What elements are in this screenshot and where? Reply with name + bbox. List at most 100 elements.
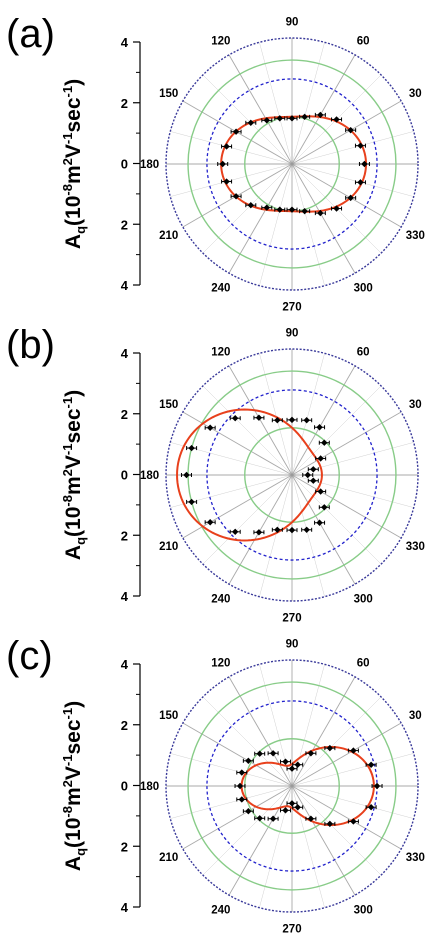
angle-tick-label: 120 [211,347,230,359]
spoke-line [228,163,293,274]
spoke-line [259,353,293,476]
spoke-line [202,474,293,565]
data-point [282,758,289,765]
angle-tick-label: 30 [409,88,422,100]
data-point [219,160,226,168]
spoke-line [291,385,382,476]
spoke-line [291,100,402,165]
spoke-line [259,42,293,165]
spoke-line [182,722,293,787]
spoke-line [291,722,402,787]
angle-tick-label: 150 [159,399,178,411]
angle-tick-label: 30 [409,710,422,722]
data-point [373,782,381,790]
spoke-line [291,411,402,476]
data-point [223,143,230,150]
data-point [288,115,296,122]
panel-label: (b) [6,323,55,367]
spoke-line [291,696,382,787]
spoke-line [228,54,293,165]
data-point [303,417,310,424]
data-point [188,444,195,452]
angle-tick-label: 210 [159,541,178,553]
spoke-line [291,54,356,165]
data-point [317,111,324,119]
angle-tick-label: 30 [409,399,422,411]
radial-tick-label: 2 [121,217,128,232]
data-point [188,498,195,506]
radial-tick-label: 4 [121,589,129,604]
angle-tick-label: 90 [286,328,299,340]
angle-tick-label: 180 [140,781,159,793]
radial-tick-label: 2 [121,407,128,422]
data-point [321,504,328,511]
spoke-line [202,74,293,165]
data-point [183,471,190,479]
panel-c: (c) Aq(10-8m2V-1sec-1) 90603003303002702… [0,622,426,933]
polar-plot-b: 906030033030027024021018015012042024 [121,328,425,625]
reference-circle-dashed [206,78,378,250]
data-point [288,526,296,534]
spoke-line [291,163,402,228]
data-point [232,128,240,135]
data-point [247,119,254,126]
data-point [357,179,364,186]
spoke-line [291,785,356,896]
angle-tick-label: 300 [354,282,373,294]
reference-circle [187,59,397,269]
angle-tick-label: 180 [140,159,159,171]
data-point [282,807,289,814]
angle-tick-label: 270 [282,301,301,313]
panel-label: (a) [6,12,55,56]
data-point [347,126,354,134]
radial-tick-label: 0 [121,157,128,172]
spoke-line [291,163,414,197]
data-point [238,769,245,776]
data-point [310,466,317,473]
spoke-line [228,676,293,787]
panel-a: (a) Aq(10-8m2V-1sec-1) 90603003303002702… [0,0,426,313]
spoke-line [228,365,293,476]
angle-tick-label: 240 [211,282,230,294]
data-point [288,765,296,772]
radial-tick-label: 0 [121,468,128,483]
radial-tick-label: 4 [121,278,129,293]
angle-tick-label: 240 [211,593,230,605]
angle-tick-label: 120 [211,658,230,670]
data-point [223,178,230,185]
spoke-line [291,474,382,565]
spoke-line [291,353,325,476]
angle-tick-label: 330 [406,230,425,242]
data-point [333,116,340,123]
angle-tick-label: 150 [159,710,178,722]
data-point [274,417,281,424]
spoke-line [259,163,293,286]
data-point [288,800,296,807]
spoke-line [202,163,293,254]
spoke-line [291,785,402,850]
angle-tick-label: 300 [354,593,373,605]
panel-label: (c) [6,634,53,678]
data-point [269,750,277,757]
outer-circle [165,659,419,913]
data-point [269,815,277,822]
spoke-line [291,676,356,787]
angle-tick-label: 210 [159,852,178,864]
data-point [301,207,308,215]
radial-tick-label: 2 [121,528,128,543]
spoke-line [291,474,356,585]
spoke-line [291,131,414,165]
data-point [304,471,311,479]
data-point [361,160,368,168]
spoke-line [291,785,414,819]
radial-tick-label: 2 [121,718,128,733]
data-point [238,796,245,803]
reference-circle [187,681,397,891]
angle-tick-label: 60 [357,36,370,48]
data-point [357,142,364,149]
spoke-line [291,163,356,274]
radial-tick-label: 4 [121,346,129,361]
angle-tick-label: 60 [357,658,370,670]
fit-curve [176,408,323,542]
data-point [206,519,214,526]
